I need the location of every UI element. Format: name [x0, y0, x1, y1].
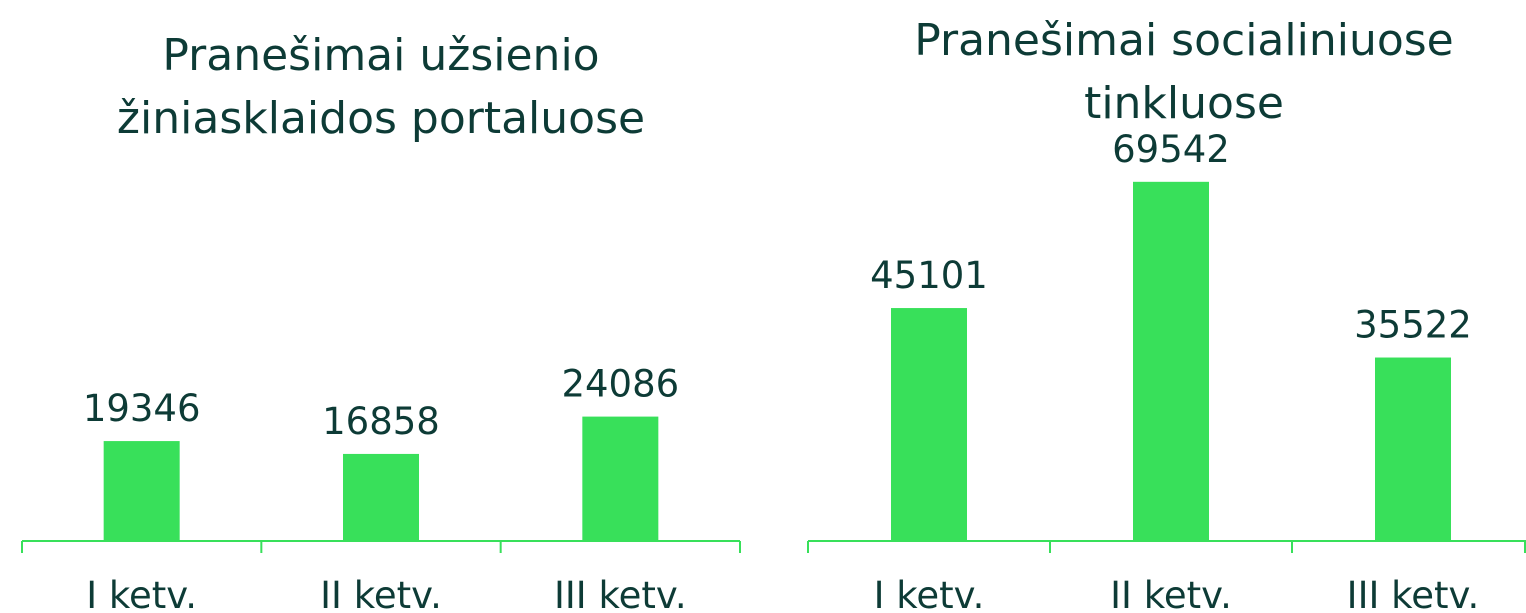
value-label: 19346 [83, 387, 201, 430]
x-tick-label: II ketv. [1110, 574, 1232, 613]
value-label: 16858 [322, 400, 440, 443]
bar [582, 416, 659, 541]
chart-title: Pranešimai užsienio žiniasklaidos portal… [116, 30, 646, 144]
x-tick-label: III ketv. [1347, 574, 1480, 613]
x-tick-label: III ketv. [554, 574, 687, 613]
value-label: 35522 [1354, 304, 1472, 347]
bar [891, 308, 967, 541]
bar [1375, 357, 1451, 541]
x-tick-label: I ketv. [86, 574, 197, 613]
value-label: 24086 [561, 363, 679, 406]
chart-title: Pranešimai socialiniuose tinkluose [914, 15, 1454, 129]
x-tick-label: I ketv. [874, 574, 985, 613]
bar [103, 441, 180, 541]
value-label: 69542 [1112, 128, 1230, 171]
x-tick-label: II ketv. [320, 574, 442, 613]
bar [1133, 181, 1209, 542]
value-label: 45101 [870, 254, 988, 297]
bar [343, 453, 419, 541]
